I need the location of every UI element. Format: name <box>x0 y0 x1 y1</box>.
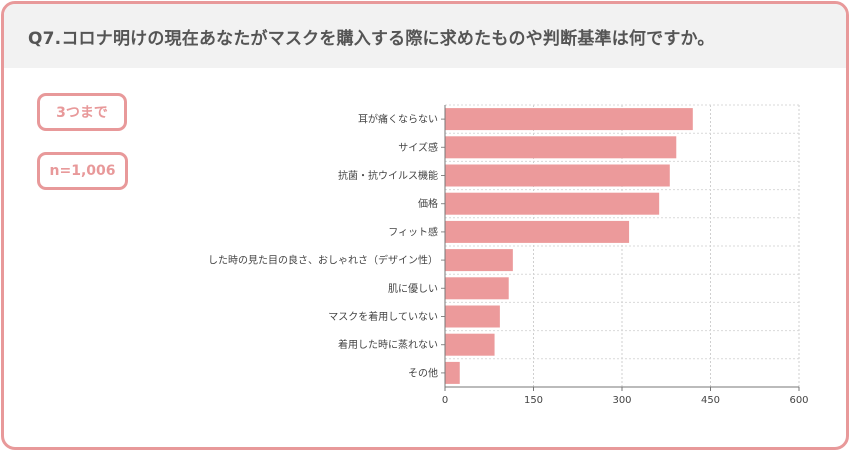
x-tick-label: 600 <box>789 395 808 406</box>
bar <box>445 333 495 356</box>
category-label: フィット感 <box>388 225 438 238</box>
axes <box>441 105 800 391</box>
category-label: 抗菌・抗ウイルス機能 <box>338 169 438 182</box>
bar <box>445 361 460 384</box>
bar <box>445 277 509 300</box>
bar <box>445 164 670 187</box>
bars <box>445 108 693 384</box>
sample-size-badge: n=1,006 <box>37 152 128 190</box>
category-label: 肌に優しい <box>388 282 438 295</box>
bar <box>445 305 500 328</box>
category-label: 着用した時に蒸れない <box>338 338 438 351</box>
x-tick-labels: 0 150 300 450 600 <box>442 395 809 406</box>
bar <box>445 220 630 243</box>
x-tick-label: 300 <box>612 395 631 406</box>
category-label: 価格 <box>418 197 438 210</box>
category-label: その他 <box>408 366 438 379</box>
question-header: Q7.コロナ明けの現在あなたがマスクを購入する際に求めたものや判断基準は何ですか… <box>4 4 846 68</box>
category-label: 耳が痛くならない <box>358 113 438 126</box>
x-tick-label: 0 <box>442 395 448 406</box>
selection-limit-badge: 3つまで <box>37 93 127 131</box>
category-labels: 耳が痛くならないサイズ感抗菌・抗ウイルス機能価格フィット感した時の見た目の良さ、… <box>208 113 438 380</box>
x-tick-label: 450 <box>701 395 720 406</box>
bar <box>445 192 660 215</box>
category-label: した時の見た目の良さ、おしゃれさ（デザイン性） <box>208 254 438 267</box>
category-label: サイズ感 <box>398 141 438 154</box>
x-tick-label: 150 <box>524 395 543 406</box>
bar <box>445 108 693 131</box>
bar <box>445 249 513 272</box>
category-label: マスクを着用していない <box>328 310 438 323</box>
bar-chart: 耳が痛くならないサイズ感抗菌・抗ウイルス機能価格フィット感した時の見た目の良さ、… <box>208 104 809 406</box>
question-title: Q7.コロナ明けの現在あなたがマスクを購入する際に求めたものや判断基準は何ですか… <box>28 29 715 49</box>
bar <box>445 136 677 159</box>
